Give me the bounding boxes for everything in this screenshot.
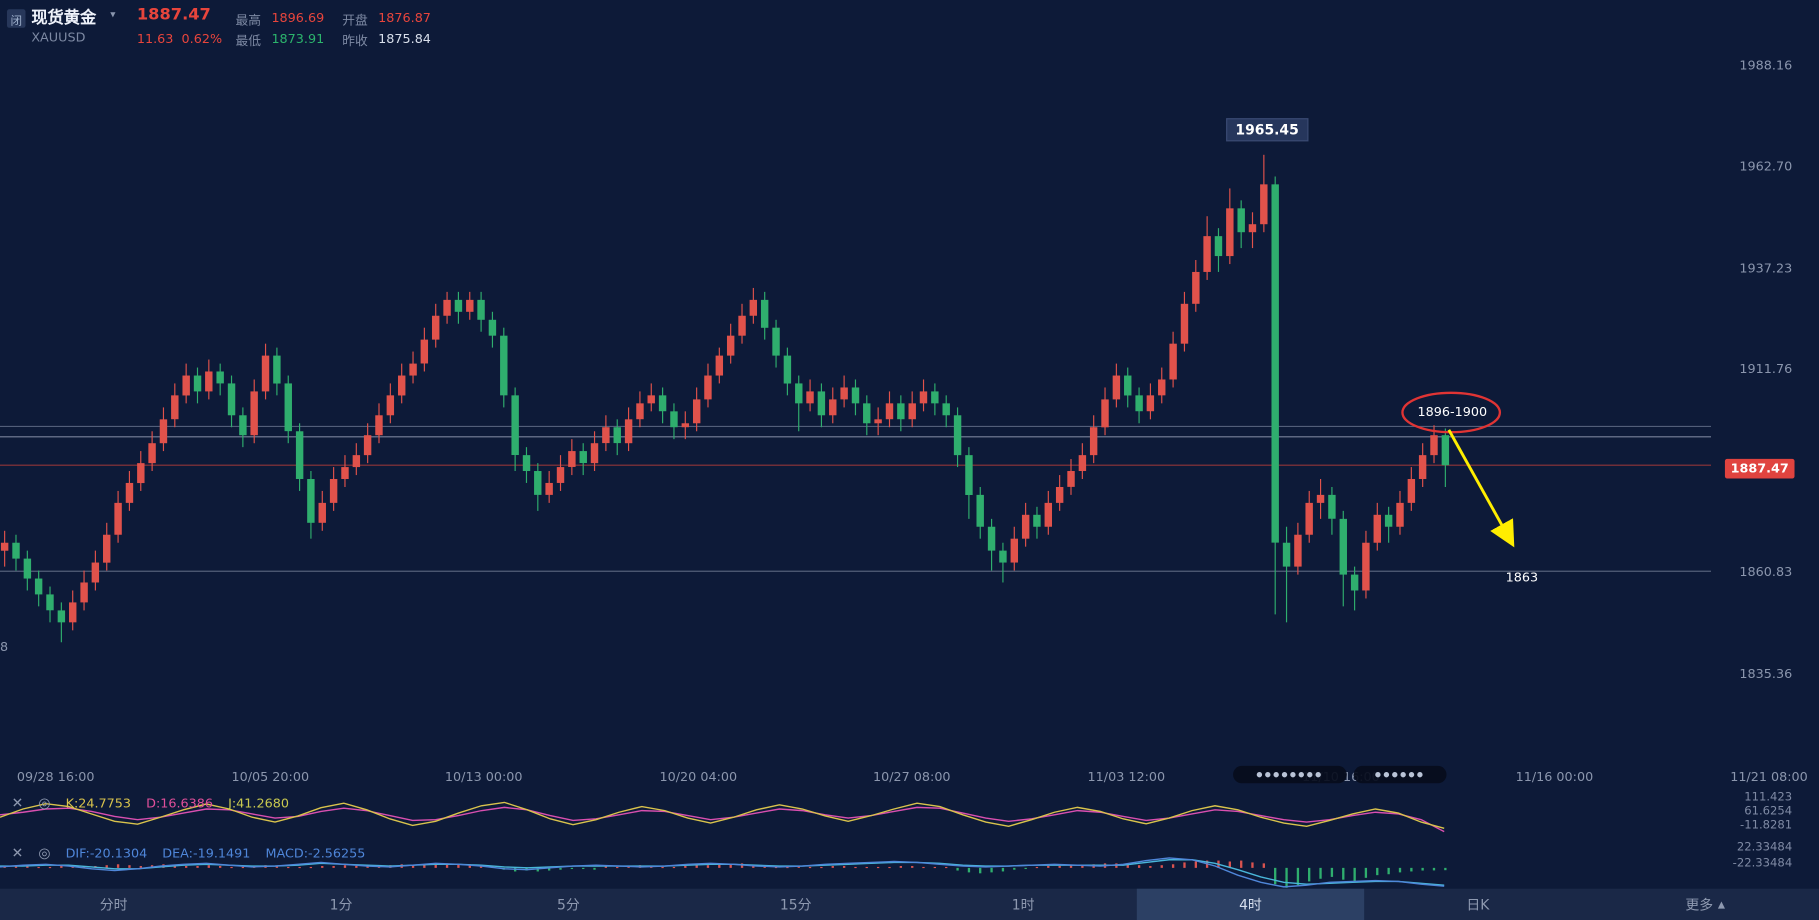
kdj-axis-label: 61.6254 xyxy=(1744,805,1793,819)
resistance-zone-label: 1896-1900 xyxy=(1417,404,1488,420)
tab-15min[interactable]: 15分 xyxy=(779,896,812,914)
time-axis-label: 10/05 20:00 xyxy=(231,769,310,785)
time-axis-label: 11/21 08:00 xyxy=(1730,769,1808,785)
time-axis-label: 10/20 04:00 xyxy=(659,769,738,785)
macd-macd-value: MACD:-2.56255 xyxy=(265,845,366,861)
stat-high-value: 1896.69 xyxy=(271,10,325,26)
timeframe-tabbar: 分时 1分 5分 15分 1时 4时 日K 更多 ▲ xyxy=(0,888,1819,920)
time-axis-label: 11/03 12:00 xyxy=(1087,769,1166,785)
stat-low-value: 1873.91 xyxy=(271,31,325,47)
chevron-down-icon[interactable]: ▾ xyxy=(110,9,116,21)
price-axis-label: 1937.23 xyxy=(1739,260,1793,276)
close-icon[interactable]: ✕ xyxy=(11,844,24,861)
price-change: 11.63 0.62% xyxy=(136,31,223,47)
tab-time-share[interactable]: 分时 xyxy=(99,896,128,914)
macd-dea-value: DEA:-19.1491 xyxy=(162,845,251,861)
stat-high-label: 最高 xyxy=(235,12,261,28)
price-axis-label: 1911.76 xyxy=(1739,361,1793,377)
market-status-badge: 闭 xyxy=(6,9,26,28)
price-axis-label: 1962.70 xyxy=(1739,158,1793,174)
symbol-code: XAUUSD xyxy=(31,30,86,46)
kdj-j-value: J:41.2680 xyxy=(228,795,289,811)
macd-indicator-row: ✕ ◎ DIF:-20.1304 DEA:-19.1491 MACD:-2.56… xyxy=(12,845,366,861)
time-axis-label: 09/28 16:00 xyxy=(16,769,95,785)
close-icon[interactable]: ✕ xyxy=(11,794,24,812)
candles-layer xyxy=(0,154,1450,643)
kdj-axis-label: -11.8281 xyxy=(1740,819,1793,832)
last-price: 1887.47 xyxy=(136,5,211,25)
stat-open-value: 1876.87 xyxy=(378,10,431,26)
obscured-badge: ●●●●●● xyxy=(1353,765,1447,784)
stat-open-label: 开盘 xyxy=(342,12,368,28)
peak-price-label: 1965.45 xyxy=(1226,118,1309,142)
kdj-k-value: K:24.7753 xyxy=(65,795,132,811)
left-partial-label: 8 xyxy=(0,639,9,655)
price-axis-label: 1988.16 xyxy=(1739,57,1793,73)
tab-daily[interactable]: 日K xyxy=(1466,896,1490,914)
settings-icon[interactable]: ◎ xyxy=(38,794,51,812)
tab-1hour[interactable]: 1时 xyxy=(1011,896,1035,914)
macd-axis-label: 22.33484 xyxy=(1736,841,1793,854)
symbol-name[interactable]: 现货黄金 xyxy=(31,9,97,28)
price-axis-label: 1835.36 xyxy=(1739,666,1793,682)
kdj-indicator-row: ✕ ◎ K:24.7753 D:16.6386 J:41.2680 xyxy=(12,795,289,811)
macd-axis-label: -22.33484 xyxy=(1732,857,1793,871)
kdj-d-value: D:16.6386 xyxy=(146,795,214,811)
stat-prevclose-value: 1875.84 xyxy=(378,31,431,47)
price-axis-label: 1860.83 xyxy=(1739,564,1793,580)
stat-prevclose-label: 昨收 xyxy=(342,33,368,49)
macd-pane xyxy=(0,857,1447,888)
current-price-tag: 1887.47 xyxy=(1724,458,1795,479)
tab-5min[interactable]: 5分 xyxy=(556,896,580,914)
stat-low-label: 最低 xyxy=(235,33,261,49)
more-arrow-icon: ▲ xyxy=(1717,899,1726,910)
tab-4hour[interactable]: 4时 xyxy=(1136,888,1365,920)
macd-dif-value: DIF:-20.1304 xyxy=(65,845,148,861)
time-axis-label: 11/16 00:00 xyxy=(1515,769,1594,785)
kdj-pane xyxy=(0,801,1445,833)
quote-header: 闭 现货黄金 ▾ XAUUSD 1887.47 11.63 0.62% 最高 1… xyxy=(0,0,650,53)
settings-icon[interactable]: ◎ xyxy=(38,844,51,861)
target-price-label: 1863 xyxy=(1505,570,1539,586)
obscured-badge: ●●●●●●●● xyxy=(1233,765,1347,784)
hlines-layer xyxy=(0,425,1711,572)
time-axis-label: 10/13 00:00 xyxy=(444,769,523,785)
tab-1min[interactable]: 1分 xyxy=(329,896,353,914)
tab-more[interactable]: 更多 ▲ xyxy=(1685,896,1726,914)
time-axis-label: 10/27 08:00 xyxy=(872,769,951,785)
kdj-axis-label: 111.423 xyxy=(1744,791,1793,805)
